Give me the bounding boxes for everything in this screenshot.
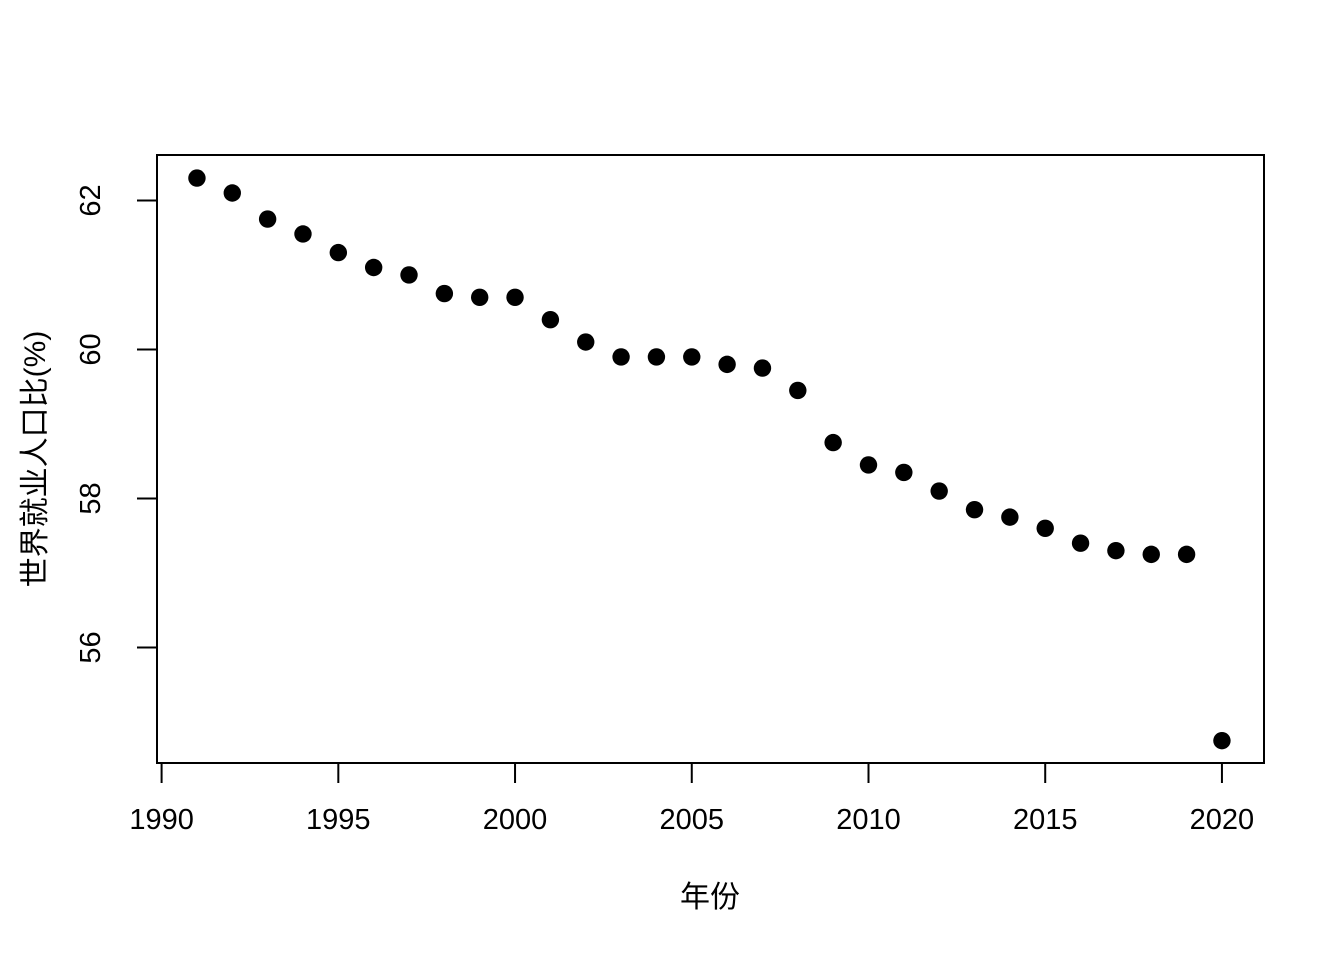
data-point — [1177, 545, 1196, 564]
data-point — [400, 266, 418, 284]
data-point — [647, 348, 666, 366]
data-point — [223, 184, 241, 202]
x-axis-title: 年份 — [680, 881, 740, 914]
data-points — [188, 169, 1231, 750]
y-axis-title: 世界就业人口比(%) — [19, 331, 52, 588]
y-tick-label: 58 — [75, 482, 107, 514]
data-point — [258, 210, 277, 228]
y-tick-label: 60 — [75, 333, 107, 365]
data-point — [577, 333, 595, 351]
data-point — [930, 482, 948, 500]
plot-frame — [156, 154, 1265, 764]
x-axis: 1990 1995 2000 2005 2010 2015 2020 — [129, 763, 1254, 836]
x-tick-label: 1990 — [129, 804, 194, 836]
data-point — [541, 310, 560, 329]
data-point — [470, 288, 489, 307]
data-point — [753, 359, 772, 377]
x-tick-label: 1995 — [306, 804, 371, 836]
data-point — [965, 500, 984, 519]
data-point — [859, 456, 878, 474]
data-point — [1142, 545, 1160, 564]
x-tick-label: 2005 — [660, 804, 725, 836]
y-tick-label: 56 — [75, 631, 107, 663]
y-tick-label: 62 — [75, 184, 107, 216]
data-point — [1036, 519, 1054, 537]
data-point — [824, 433, 842, 452]
data-point — [506, 288, 524, 307]
data-point — [718, 355, 736, 374]
data-point — [612, 348, 630, 366]
data-point — [1213, 731, 1231, 750]
x-tick-label: 2020 — [1190, 804, 1255, 836]
data-point — [1107, 541, 1125, 560]
data-point — [435, 284, 454, 303]
x-tick-label: 2000 — [483, 804, 548, 836]
data-point — [364, 258, 383, 277]
y-axis: 56 58 60 62 — [75, 184, 157, 664]
data-point — [895, 463, 913, 482]
x-tick-label: 2010 — [836, 804, 901, 836]
data-point — [188, 169, 206, 187]
data-point — [294, 225, 312, 243]
x-tick-label: 2015 — [1013, 804, 1078, 836]
data-point — [683, 348, 701, 366]
data-point — [329, 243, 348, 262]
data-point — [789, 381, 807, 400]
data-point — [1071, 534, 1090, 552]
data-point — [1001, 508, 1019, 526]
